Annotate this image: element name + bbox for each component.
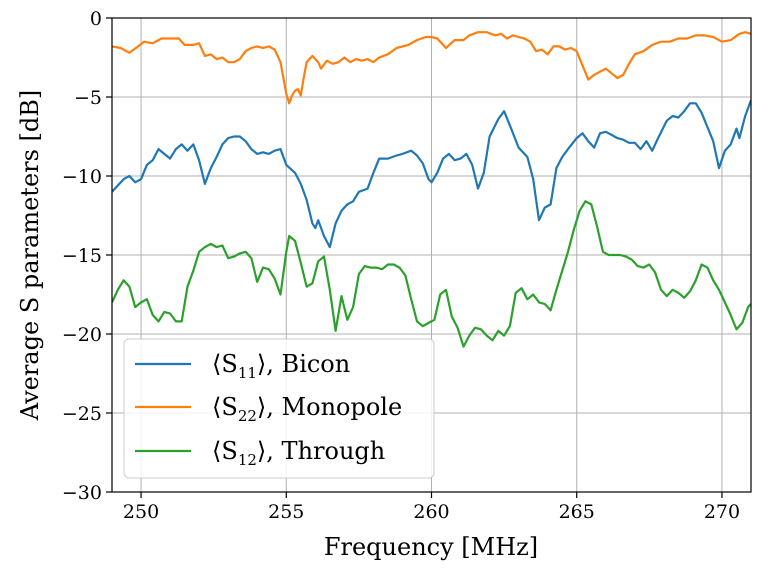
series-line-12 (112, 200, 751, 348)
y-tick-label: −5 (74, 87, 102, 109)
series-line-22 (112, 31, 751, 105)
legend-box (123, 338, 435, 479)
y-tick-label: −30 (62, 482, 102, 504)
series-line-11 (112, 99, 751, 249)
x-tick-label: 250 (123, 501, 159, 523)
series-layer (112, 31, 751, 348)
x-axis-label: Frequency [MHz] (324, 533, 538, 561)
y-tick-label: −15 (62, 245, 102, 267)
x-tick-label: 255 (268, 501, 304, 523)
legend-entry-label: ⟨S11⟩, Bicon (212, 350, 350, 382)
x-tick-label: 260 (413, 501, 449, 523)
x-tick-label: 265 (559, 501, 595, 523)
y-tick-label: −10 (62, 166, 102, 188)
ticks-layer: 250 255 260 265 270 0 −5 −10 −15 −20 −25 −30 (62, 8, 740, 523)
legend-entry-label: ⟨S22⟩, Monopole (212, 393, 402, 425)
y-axis-label: Average S parameters [dB] (16, 90, 44, 422)
y-tick-label: −25 (62, 403, 102, 425)
y-tick-label: 0 (90, 8, 102, 30)
legend-entry-label: ⟨S12⟩, Through (212, 437, 385, 469)
x-tick-label: 270 (704, 501, 740, 523)
y-tick-label: −20 (62, 324, 102, 346)
legend: ⟨S11⟩, Bicon ⟨S22⟩, Monopole ⟨S12⟩, Throug… (123, 338, 435, 479)
